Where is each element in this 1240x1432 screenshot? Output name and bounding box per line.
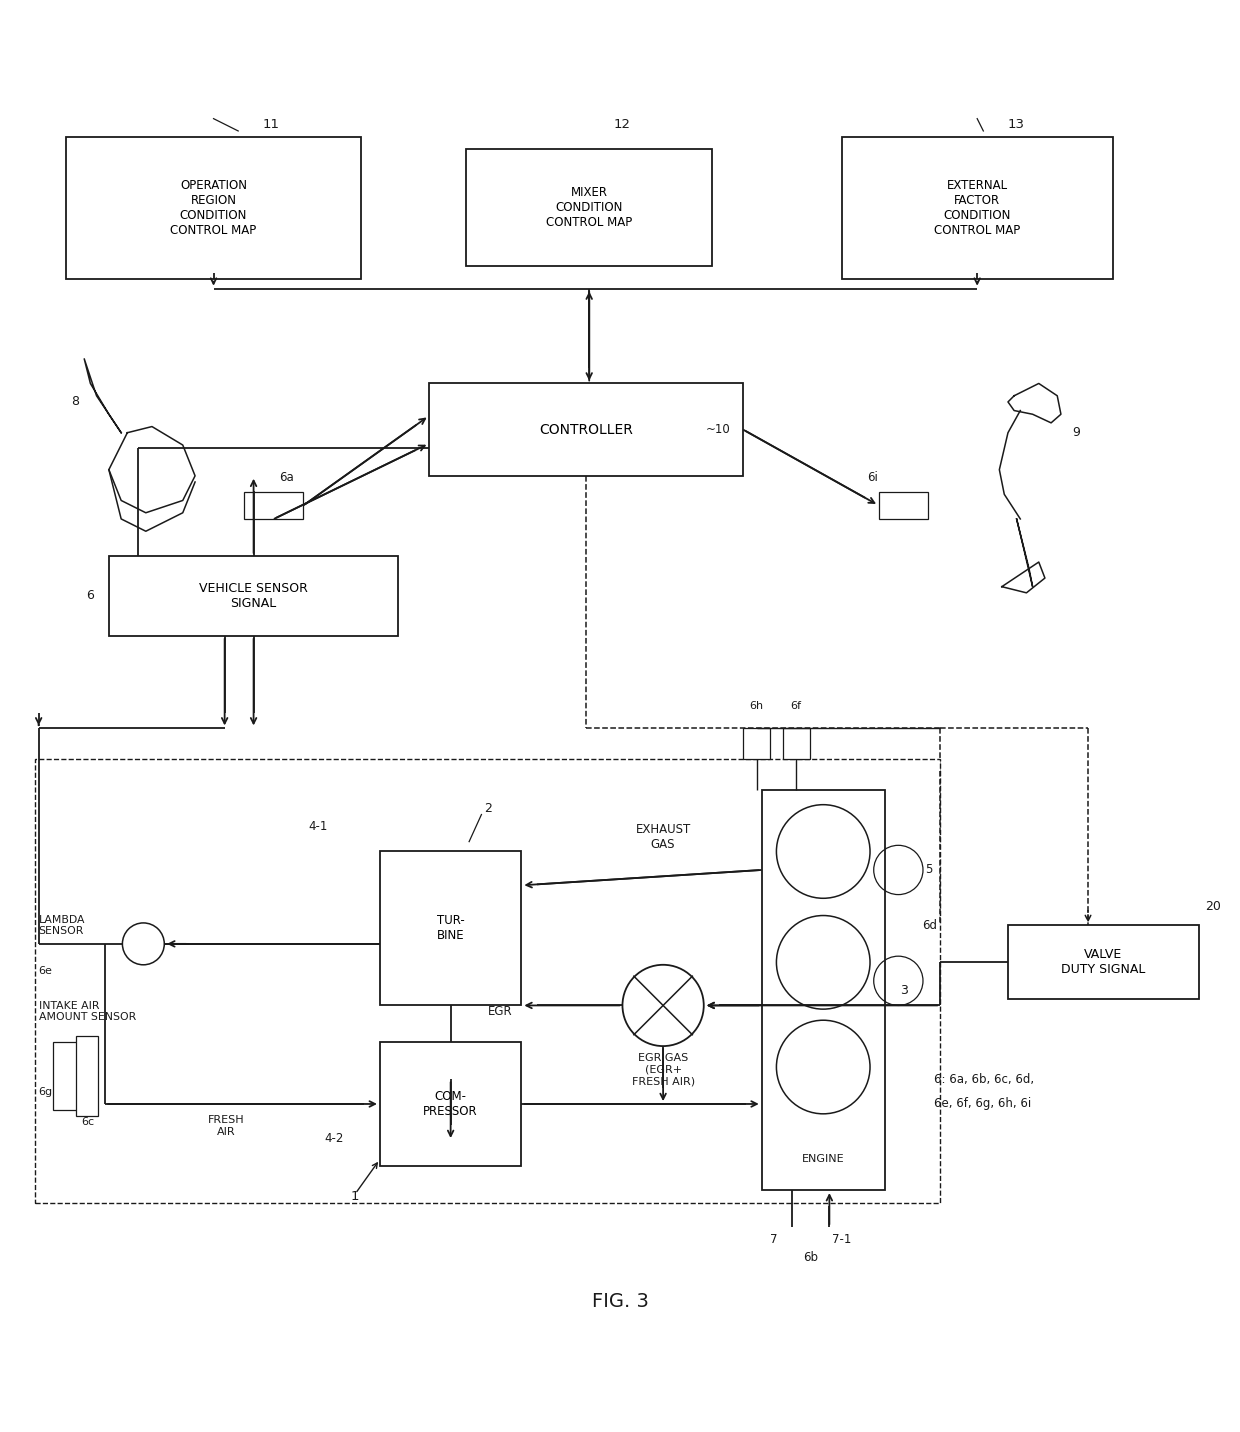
Text: 6e, 6f, 6g, 6h, 6i: 6e, 6f, 6g, 6h, 6i: [934, 1097, 1032, 1110]
Text: LAMBDA
SENSOR: LAMBDA SENSOR: [38, 915, 86, 937]
Text: 2: 2: [484, 802, 491, 815]
Text: 6f: 6f: [791, 702, 801, 712]
Text: 4-2: 4-2: [325, 1131, 343, 1146]
Text: 8: 8: [72, 395, 79, 408]
Text: COM-
PRESSOR: COM- PRESSOR: [423, 1090, 477, 1118]
Text: 5: 5: [925, 863, 932, 876]
Bar: [429, 384, 743, 475]
Bar: [842, 137, 1112, 279]
Text: 6e: 6e: [38, 967, 52, 977]
Text: FRESH
AIR: FRESH AIR: [207, 1116, 244, 1137]
Text: 6c: 6c: [82, 1117, 94, 1127]
Bar: [35, 759, 940, 1203]
Text: 6: 6a, 6b, 6c, 6d,: 6: 6a, 6b, 6c, 6d,: [934, 1073, 1034, 1085]
Text: 7-1: 7-1: [832, 1233, 852, 1246]
Text: 12: 12: [614, 119, 631, 132]
Text: 1: 1: [351, 1190, 360, 1203]
Bar: [782, 729, 810, 759]
Text: EGR: EGR: [487, 1005, 512, 1018]
Text: 3: 3: [899, 984, 908, 997]
Bar: [109, 556, 398, 636]
Text: VEHICLE SENSOR
SIGNAL: VEHICLE SENSOR SIGNAL: [200, 581, 308, 610]
Text: 6a: 6a: [279, 471, 294, 484]
Text: 6h: 6h: [750, 702, 764, 712]
Text: CONTROLLER: CONTROLLER: [539, 422, 634, 437]
Text: 13: 13: [1008, 119, 1025, 132]
Text: TUR-
BINE: TUR- BINE: [436, 915, 465, 942]
Text: 6: 6: [87, 590, 94, 603]
Text: FIG. 3: FIG. 3: [591, 1292, 649, 1310]
Text: 6g: 6g: [38, 1087, 53, 1097]
Bar: [76, 1037, 98, 1117]
Text: 20: 20: [1205, 901, 1221, 914]
Text: VALVE
DUTY SIGNAL: VALVE DUTY SIGNAL: [1061, 948, 1146, 977]
Bar: [53, 1042, 91, 1110]
Text: 6d: 6d: [921, 919, 936, 932]
Bar: [379, 852, 522, 1005]
Text: INTAKE AIR
AMOUNT SENSOR: INTAKE AIR AMOUNT SENSOR: [38, 1001, 136, 1022]
Text: 11: 11: [263, 119, 280, 132]
Text: EXTERNAL
FACTOR
CONDITION
CONTROL MAP: EXTERNAL FACTOR CONDITION CONTROL MAP: [934, 179, 1021, 236]
Bar: [244, 491, 304, 518]
Text: EXHAUST
GAS: EXHAUST GAS: [635, 823, 691, 851]
Text: OPERATION
REGION
CONDITION
CONTROL MAP: OPERATION REGION CONDITION CONTROL MAP: [170, 179, 257, 236]
Bar: [761, 790, 885, 1190]
Text: 4-1: 4-1: [309, 821, 327, 833]
Text: 6b: 6b: [804, 1252, 818, 1264]
Bar: [1008, 925, 1199, 1000]
Bar: [66, 137, 361, 279]
Bar: [379, 1042, 522, 1166]
Text: 9: 9: [1071, 427, 1080, 440]
Text: MIXER
CONDITION
CONTROL MAP: MIXER CONDITION CONTROL MAP: [546, 186, 632, 229]
Bar: [879, 491, 928, 518]
Bar: [743, 729, 770, 759]
Text: 7: 7: [770, 1233, 777, 1246]
Text: 6i: 6i: [867, 471, 878, 484]
Text: EGR GAS
(EGR+
FRESH AIR): EGR GAS (EGR+ FRESH AIR): [631, 1053, 694, 1085]
Bar: [466, 149, 712, 266]
Text: ENGINE: ENGINE: [802, 1154, 844, 1164]
Text: ~10: ~10: [706, 422, 730, 437]
